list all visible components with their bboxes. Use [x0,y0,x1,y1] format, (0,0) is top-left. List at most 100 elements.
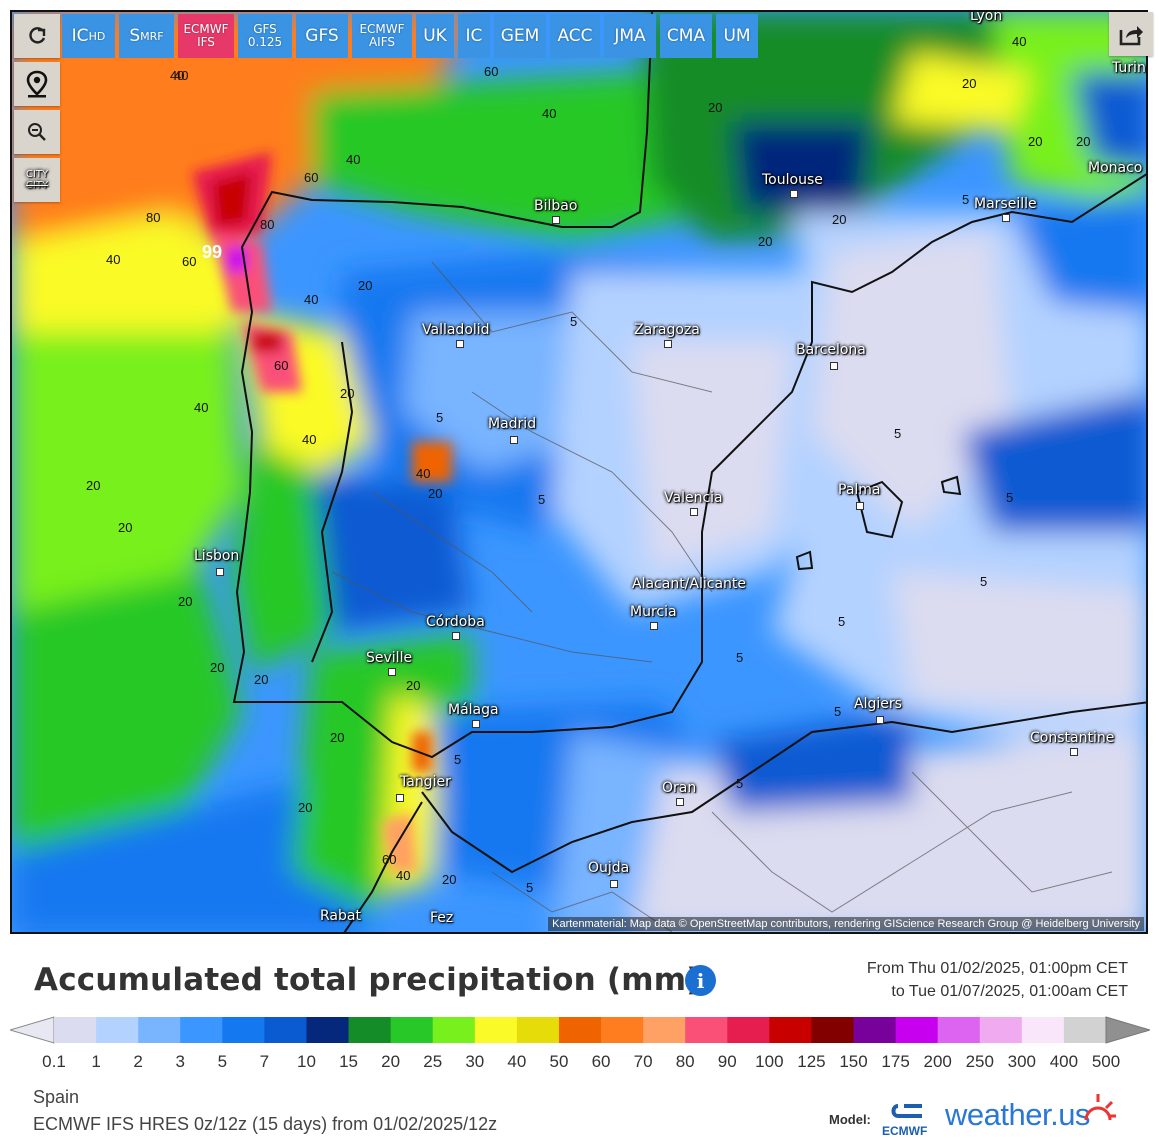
model-button-ic-hd[interactable]: IC HD [62,14,115,58]
contour-label: 5 [894,426,902,441]
colorbar-min-arrow [10,1016,55,1044]
city-label-malaga: Málaga [448,702,499,718]
city-marker [690,508,698,516]
city-marker [1070,748,1078,756]
city-label-monaco: Monaco [1088,160,1143,176]
model-button-gfs[interactable]: GFS [296,14,348,58]
city-marker [552,216,560,224]
contour-label: 20 [254,672,269,687]
city-label-murcia: Murcia [630,604,677,620]
colorbar-segment [348,1017,392,1043]
model-button-cma[interactable]: CMA [660,14,712,58]
model-button-gem[interactable]: GEM [494,14,546,58]
model-button-ecmwf-ifs[interactable]: ECMWF IFS [178,14,234,58]
colorbar-segment [685,1017,728,1043]
model-label: Model: [829,1112,871,1127]
refresh-button[interactable] [14,14,60,58]
contour-label: 40 [194,400,209,415]
colorbar-segment [96,1017,139,1043]
model-button-um[interactable]: UM [716,14,758,58]
city-label-oran: Oran [662,780,697,796]
colorbar-segment [432,1017,476,1043]
contour-label: 40 [304,292,319,307]
model-run-label: ECMWF IFS HRES 0z/12z (15 days) from 01/… [33,1114,498,1134]
colorbar-tick-label: 100 [755,1052,784,1071]
city-label-turin: Turin [1112,60,1146,76]
contour-label: 20 [118,520,133,535]
brand-logo[interactable]: weather.us [945,1097,1090,1132]
city-label-seville: Seville [366,650,413,666]
colorbar-tick-label: 175 [881,1052,910,1071]
brand-sun-icon [1084,1094,1116,1121]
colorbar-segment [727,1017,770,1043]
city-label-valencia: Valencia [664,490,723,506]
city-marker [610,880,618,888]
share-button[interactable] [1109,12,1153,56]
period-from: From Thu 01/02/2025, 01:00pm CET [866,960,1128,977]
contour-label: 20 [358,278,373,293]
city-toggle-label: CITY [25,169,49,180]
contour-label: 40 [346,152,361,167]
model-button-jma[interactable]: JMA [604,14,656,58]
model-button-ic[interactable]: IC [458,14,490,58]
contour-label: 20 [340,386,355,401]
colorbar-tick-label: 20 [381,1052,401,1071]
colorbar-tick-label: 15 [339,1052,359,1071]
colorbar-max-arrow [1105,1016,1150,1044]
model-button-gfs-0125[interactable]: GFS 0.125 [238,14,292,58]
city-label-bilbao: Bilbao [534,198,578,214]
city-marker [664,340,672,348]
colorbar-segment [853,1017,897,1043]
colorbar-tick-label: 60 [591,1052,611,1071]
colorbar-tick-label: 500 [1091,1052,1121,1071]
city-label-tangier: Tangier [400,774,451,790]
contour-label: 60 [484,64,499,79]
contour-label: 20 [298,800,313,815]
city-marker [216,568,224,576]
city-label-barcelona: Barcelona [796,342,866,358]
city-label-palma: Palma [838,482,881,498]
info-icon[interactable]: i [685,965,716,996]
colorbar-segment [138,1017,181,1043]
contour-label: 40 [106,252,121,267]
city-label-rabat: Rabat [320,908,361,924]
city-label-lisbon: Lisbon [194,548,240,564]
model-button-smrf[interactable]: S MRF [119,14,174,58]
location-button[interactable] [14,62,60,106]
colorbar-tick-label: 1 [91,1052,101,1071]
contour-label: 20 [178,594,193,609]
contour-label: 40 [416,466,431,481]
contour-label: 20 [1076,134,1091,149]
colorbar-segment [54,1017,97,1043]
city-marker [388,668,396,676]
colorbar-tick-label: 25 [423,1052,443,1071]
model-button-ecmwf-aifs[interactable]: ECMWF AIFS [352,14,412,58]
city-marker [510,436,518,444]
colorbar-segment [895,1017,939,1043]
colorbar-tick-label: 125 [797,1052,826,1071]
zoom-out-button[interactable] [14,110,60,154]
model-button-acc[interactable]: ACC [550,14,600,58]
contour-label: 80 [260,217,275,232]
colorbar-tick-label: 300 [1007,1052,1037,1071]
city-marker [830,362,838,370]
city-marker [790,190,798,198]
colorbar-segment [937,1017,981,1043]
ecmwf-logo-text: ECMWF [882,1124,928,1138]
colorbar-segment [1021,1017,1065,1043]
city-marker [472,720,480,728]
contour-label: 5 [962,192,970,207]
city-toggle-label-strike: CITY [25,180,49,191]
zoom-out-icon [28,123,46,141]
colorbar-tick-label: 40 [507,1052,527,1071]
contour-label: 20 [1028,134,1043,149]
city-marker [676,798,684,806]
colorbar-tick-label: 5 [217,1052,228,1071]
precipitation-map[interactable]: 40 40 60 40 20 40 60 80 80 40 60 99 40 2… [10,10,1148,934]
city-toggle-button[interactable]: CITY CITY [14,158,60,202]
model-button-uk[interactable]: UK [416,14,454,58]
contour-label: 20 [708,100,723,115]
contour-label: 5 [570,314,578,329]
colorbar-tick-label: 30 [465,1052,485,1071]
legend-title: Accumulated total precipitation (mm) [34,962,701,998]
